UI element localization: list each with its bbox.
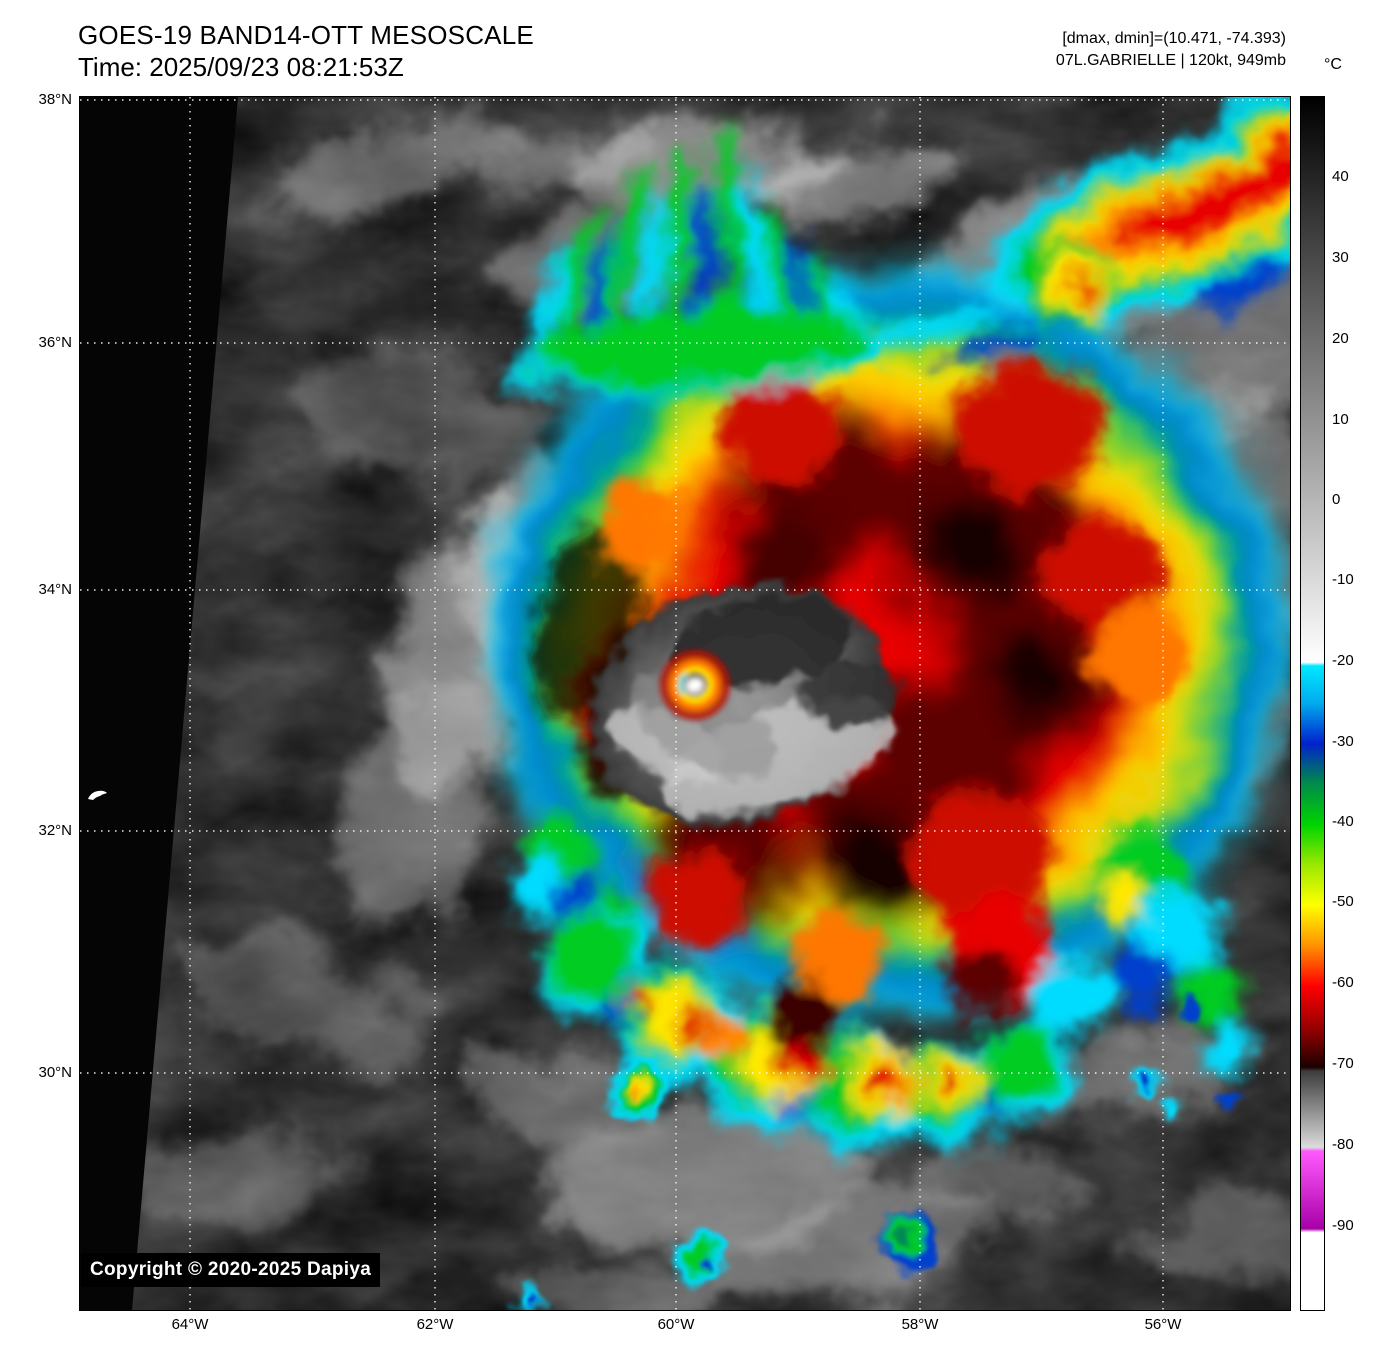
lat-label: 32°N — [38, 822, 72, 839]
no-data-wedge — [80, 97, 238, 1310]
colorbar-tick: 40 — [1332, 168, 1349, 185]
satellite-image — [80, 97, 1290, 1310]
lat-label: 30°N — [38, 1064, 72, 1081]
colorbar-tick: -90 — [1332, 1217, 1354, 1234]
colorbar-tick: 0 — [1332, 491, 1341, 508]
colorbar-tick: -40 — [1332, 813, 1354, 830]
colorbar-unit-label: °C — [1324, 56, 1342, 73]
lon-label: 56°W — [1144, 1316, 1182, 1333]
lon-label: 62°W — [416, 1316, 454, 1333]
copyright: Copyright © 2020-2025 Dapiya — [81, 1253, 381, 1287]
colorbar-tick: -10 — [1332, 571, 1354, 588]
lat-label: 38°N — [38, 91, 72, 108]
colorbar-tick: -50 — [1332, 893, 1354, 910]
lat-label: 36°N — [38, 334, 72, 351]
colorbar-tick: -30 — [1332, 733, 1354, 750]
colorbar-tick: 30 — [1332, 249, 1349, 266]
bermuda-island — [88, 790, 107, 800]
detached-cells — [516, 998, 1240, 1310]
colorbar-tick: -70 — [1332, 1055, 1354, 1072]
hurricane-bands — [512, 97, 1290, 1152]
gridlines — [80, 97, 1290, 1310]
colorbar-tick: 10 — [1332, 411, 1349, 428]
figure-title: GOES-19 BAND14-OTT MESOSCALE — [78, 20, 534, 50]
colorbar-gradient — [1300, 96, 1325, 1311]
colorbar-tick: 20 — [1332, 330, 1349, 347]
colorbar-tick: -80 — [1332, 1136, 1354, 1153]
hurricane-eye — [660, 650, 730, 720]
storm-info-label: 07L.GABRIELLE | 120kt, 949mb — [1055, 52, 1286, 69]
lat-label: 34°N — [38, 581, 72, 598]
lon-label: 58°W — [901, 1316, 939, 1333]
hurricane-core — [590, 584, 898, 826]
figure-timestamp: Time: 2025/09/23 08:21:53Z — [78, 52, 404, 82]
dmax-dmin-label: [dmax, dmin]=(10.471, -74.393) — [1062, 30, 1286, 47]
lon-label: 60°W — [657, 1316, 695, 1333]
colorbar-tick: -60 — [1332, 974, 1354, 991]
lon-label: 64°W — [171, 1316, 209, 1333]
colorbar-tick: -20 — [1332, 652, 1354, 669]
map-frame — [79, 96, 1291, 1311]
